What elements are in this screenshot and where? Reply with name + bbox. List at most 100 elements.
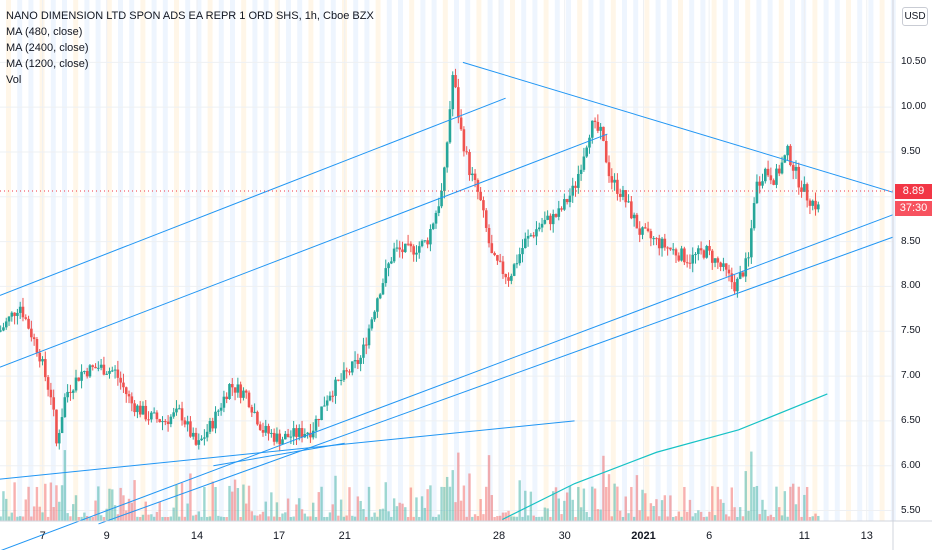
candle-body bbox=[331, 395, 335, 397]
symbol-title: NANO DIMENSION LTD SPON ADS EA REPR 1 OR… bbox=[6, 10, 374, 22]
candle-body bbox=[543, 219, 547, 224]
candle-body bbox=[133, 403, 136, 413]
candle-body bbox=[479, 191, 482, 201]
candle-body bbox=[680, 248, 683, 261]
volume-bar bbox=[471, 516, 474, 521]
volume-bar bbox=[498, 515, 502, 521]
candle-body bbox=[80, 371, 83, 381]
candle-body bbox=[362, 344, 365, 358]
candle-body bbox=[510, 275, 513, 281]
candle-body bbox=[624, 190, 628, 203]
volume-bar bbox=[476, 516, 480, 521]
candle-body bbox=[716, 258, 720, 263]
candle-body bbox=[535, 229, 538, 237]
candle-body bbox=[403, 243, 407, 253]
volume-bar bbox=[49, 482, 53, 521]
candle-body bbox=[532, 235, 535, 237]
candle-body bbox=[270, 432, 273, 434]
candle-body bbox=[124, 387, 128, 395]
volume-bar bbox=[772, 516, 775, 521]
candle-body bbox=[152, 412, 156, 414]
volume-bar bbox=[610, 516, 614, 521]
volume-bar bbox=[418, 516, 421, 521]
volume-bar bbox=[454, 502, 457, 521]
candle-body bbox=[808, 200, 812, 206]
volume-bar bbox=[546, 508, 549, 521]
volume-bar bbox=[370, 516, 374, 521]
volume-bar bbox=[702, 516, 706, 521]
candle-body bbox=[119, 377, 122, 383]
session-band bbox=[420, 0, 426, 521]
candle-body bbox=[780, 162, 784, 174]
session-band bbox=[454, 0, 459, 521]
ma-1200-label: MA (1200, close) bbox=[6, 58, 89, 70]
candle-body bbox=[320, 406, 323, 421]
time-tick-label: 7 bbox=[39, 530, 46, 542]
volume-bar bbox=[147, 514, 150, 521]
volume-bar bbox=[376, 516, 379, 521]
candle-body bbox=[272, 432, 276, 442]
time-tick-label: 11 bbox=[798, 530, 811, 542]
candle-body bbox=[113, 369, 117, 371]
candle-body bbox=[155, 412, 159, 420]
volume-bar bbox=[501, 512, 505, 521]
session-band bbox=[241, 0, 247, 521]
candle-body bbox=[334, 379, 337, 396]
candle-body bbox=[710, 250, 714, 263]
volume-bar bbox=[44, 483, 47, 521]
countdown-badge: 37:30 bbox=[895, 201, 932, 216]
candle-body bbox=[582, 156, 586, 170]
volume-bar bbox=[719, 499, 722, 521]
trendline bbox=[213, 442, 345, 467]
candle-body bbox=[83, 371, 86, 373]
volume-bar bbox=[38, 506, 41, 521]
volume-bar bbox=[169, 516, 173, 521]
volume-bar bbox=[250, 511, 254, 521]
candle-body bbox=[526, 235, 530, 239]
volume-bar bbox=[239, 516, 242, 521]
volume-bar bbox=[733, 507, 736, 521]
volume-bar bbox=[365, 516, 368, 521]
volume-bar bbox=[58, 501, 61, 521]
currency-button[interactable]: USD bbox=[902, 7, 928, 26]
volume-bar bbox=[526, 515, 530, 521]
session-band bbox=[655, 0, 661, 521]
session-band bbox=[588, 0, 594, 521]
candle-body bbox=[378, 294, 382, 299]
volume-bar bbox=[205, 516, 209, 521]
trendline bbox=[0, 133, 608, 368]
candle-body bbox=[691, 254, 695, 264]
price-tick-label: 10.50 bbox=[901, 56, 927, 68]
volume-bar bbox=[557, 498, 560, 521]
session-band bbox=[745, 0, 751, 521]
volume-bar bbox=[683, 486, 686, 521]
volume-bar bbox=[13, 482, 16, 521]
session-band bbox=[162, 0, 168, 521]
volume-bar bbox=[219, 516, 223, 521]
volume-bar bbox=[805, 486, 809, 521]
candle-body bbox=[7, 316, 11, 322]
volume-bar bbox=[585, 511, 588, 521]
candle-body bbox=[0, 330, 2, 332]
session-band bbox=[599, 0, 605, 521]
volume-bar bbox=[582, 488, 586, 521]
candle-body bbox=[21, 306, 25, 318]
volume-bar bbox=[758, 514, 761, 521]
candle-body bbox=[557, 208, 561, 217]
candle-body bbox=[406, 243, 410, 245]
candle-body bbox=[649, 231, 653, 239]
volume-bar bbox=[688, 499, 692, 521]
candle-body bbox=[677, 255, 681, 261]
session-band bbox=[185, 0, 191, 521]
volume-bar bbox=[189, 473, 192, 521]
candle-body bbox=[74, 377, 78, 391]
volume-bar bbox=[577, 486, 580, 521]
session-band bbox=[330, 0, 336, 521]
session-band bbox=[17, 0, 23, 521]
volume-bar bbox=[381, 508, 385, 521]
candle-body bbox=[398, 247, 402, 250]
candle-body bbox=[652, 238, 655, 240]
candle-body bbox=[350, 361, 354, 373]
volume-bar bbox=[108, 488, 111, 521]
